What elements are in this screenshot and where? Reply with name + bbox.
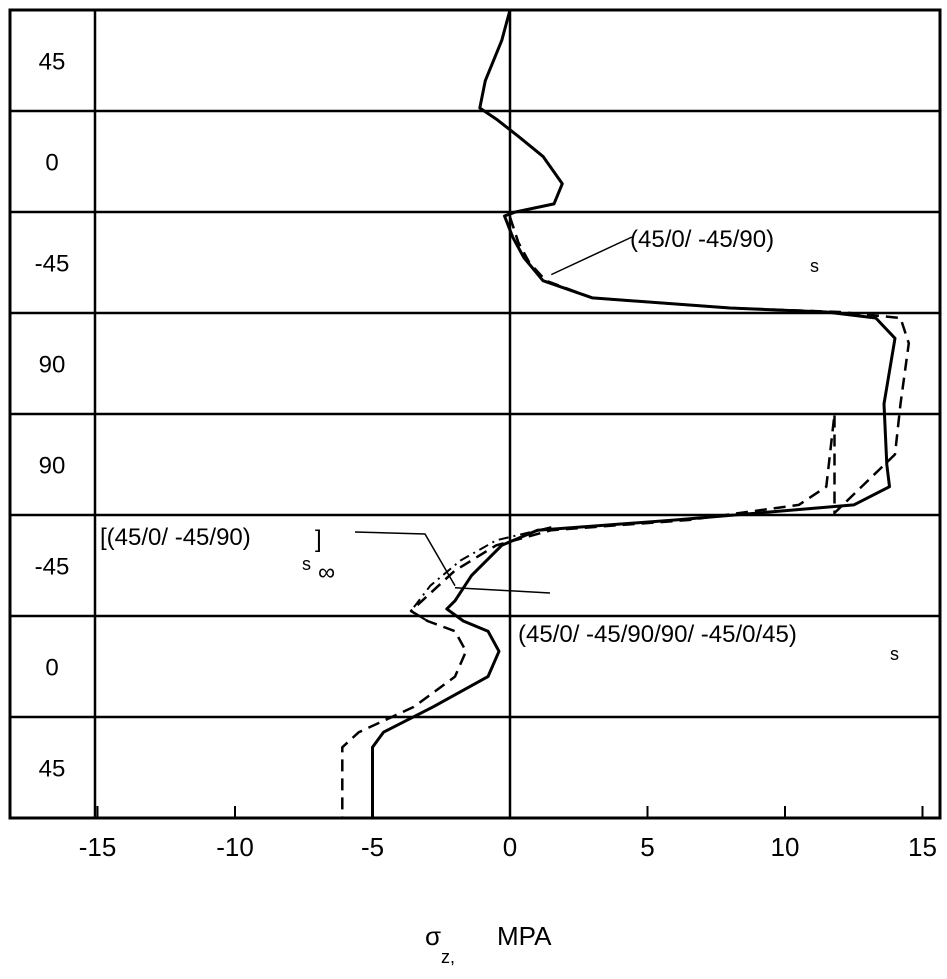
annotation-label-suffix: ] <box>315 526 322 553</box>
x-axis-title-symbol: σ <box>425 921 441 951</box>
annotation-label-subscript2: ∞ <box>318 559 335 586</box>
x-tick-label: 10 <box>771 832 800 862</box>
annotation-leader-line <box>354 531 456 587</box>
annotations: (45/0/ -45/90) s [(45/0/ -45/90) s] ∞ (45/0/ … <box>100 226 899 664</box>
series-line <box>341 216 911 818</box>
x-axis-ticks: -15 -10 -5 0 5 10 15 <box>79 806 937 862</box>
ply-label: 45 <box>39 756 66 783</box>
ply-label: 90 <box>39 453 66 480</box>
x-tick-label: 0 <box>503 832 517 862</box>
ply-label: 0 <box>45 655 58 682</box>
annotation-label-subscript: s <box>810 256 819 276</box>
annotation-label-subscript: s <box>302 554 311 574</box>
annotation-label-main: (45/0/ -45/90/90/ -45/0/45) <box>518 621 797 648</box>
x-tick-label: 5 <box>640 832 654 862</box>
annotation-leader-line <box>454 586 551 594</box>
ply-label: 45 <box>39 49 66 76</box>
x-axis-title-unit: MPA <box>497 921 552 951</box>
ply-label: -45 <box>35 554 70 581</box>
series-lines <box>341 9 911 818</box>
x-tick-label: -15 <box>79 832 117 862</box>
annotation-label-main: (45/0/ -45/90) <box>630 226 774 253</box>
annotation-label-main: [(45/0/ -45/90) <box>100 524 251 551</box>
x-tick-label: -10 <box>216 832 254 862</box>
ply-label: 90 <box>39 352 66 379</box>
annotation-label-subscript: s <box>890 644 899 664</box>
ply-label: 0 <box>45 150 58 177</box>
annotation-leader-line <box>550 236 633 276</box>
ply-grid <box>8 8 942 820</box>
x-axis-title: σ z, MPA <box>425 921 552 967</box>
ply-label: -45 <box>35 251 70 278</box>
x-axis-title-subscript: z, <box>441 947 455 967</box>
series-line <box>410 526 552 622</box>
ply-labels: 45 0 -45 90 90 -45 0 45 <box>35 49 70 783</box>
x-tick-label: 15 <box>908 832 937 862</box>
series-line <box>371 9 897 818</box>
x-tick-label: -5 <box>361 832 384 862</box>
